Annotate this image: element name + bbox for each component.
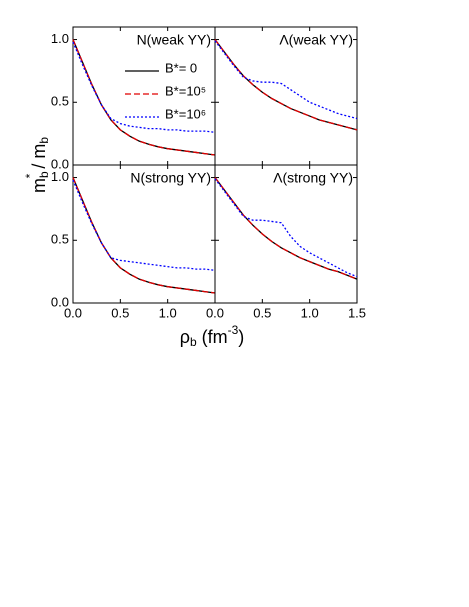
panel-title: N(weak YY) — [137, 32, 211, 48]
line-series — [214, 39, 358, 131]
x-tick-label: 0.5 — [111, 305, 129, 320]
line-series — [214, 39, 358, 131]
line-series — [72, 179, 216, 272]
label-part: ) — [238, 327, 244, 347]
label-part: (fm — [197, 327, 228, 347]
line-series — [214, 177, 358, 280]
x-tick-label: 1.0 — [301, 305, 319, 320]
line-series — [72, 177, 216, 294]
panel-title: N(strong YY) — [130, 170, 211, 186]
x-tick-label: 0.5 — [253, 305, 271, 320]
y-tick-label: 1.0 — [51, 169, 69, 184]
x-tick-label: 0.0 — [64, 305, 82, 320]
y-tick-label: 0.5 — [51, 94, 69, 109]
label-part: * — [23, 173, 37, 178]
x-tick-label: 1.0 — [159, 305, 177, 320]
x-tick-label: 1.5 — [348, 305, 366, 320]
x-tick-label: 0.0 — [206, 305, 224, 320]
label-part: ρ — [180, 327, 190, 347]
line-series — [214, 177, 358, 280]
line-series — [214, 40, 358, 120]
line-series — [72, 177, 216, 294]
legend-label: B*=10⁵ — [165, 83, 206, 98]
x-axis-label: ρb (fm-3) — [180, 323, 245, 349]
y-tick-label: 1.0 — [51, 31, 69, 46]
panel-title: Λ(weak YY) — [279, 32, 353, 48]
panel-title: Λ(strong YY) — [273, 170, 353, 186]
label-part: b — [37, 137, 51, 144]
label-part: b — [190, 335, 197, 349]
y-tick-label: 0.0 — [51, 294, 69, 309]
legend-label: B*=10⁶ — [165, 106, 206, 121]
y-tick-label: 0.5 — [51, 232, 69, 247]
label-part: -3 — [228, 323, 239, 337]
label-part: m — [29, 178, 49, 193]
label-part: b — [37, 171, 51, 178]
line-series — [72, 39, 216, 156]
panel-frame — [214, 164, 358, 304]
label-part: / m — [29, 144, 49, 174]
y-tick-label: 0.0 — [51, 156, 69, 171]
legend-label: B*= 0 — [165, 60, 197, 75]
y-axis-label: mb* / mb — [23, 137, 51, 193]
line-series — [214, 178, 358, 278]
line-series — [72, 41, 216, 134]
